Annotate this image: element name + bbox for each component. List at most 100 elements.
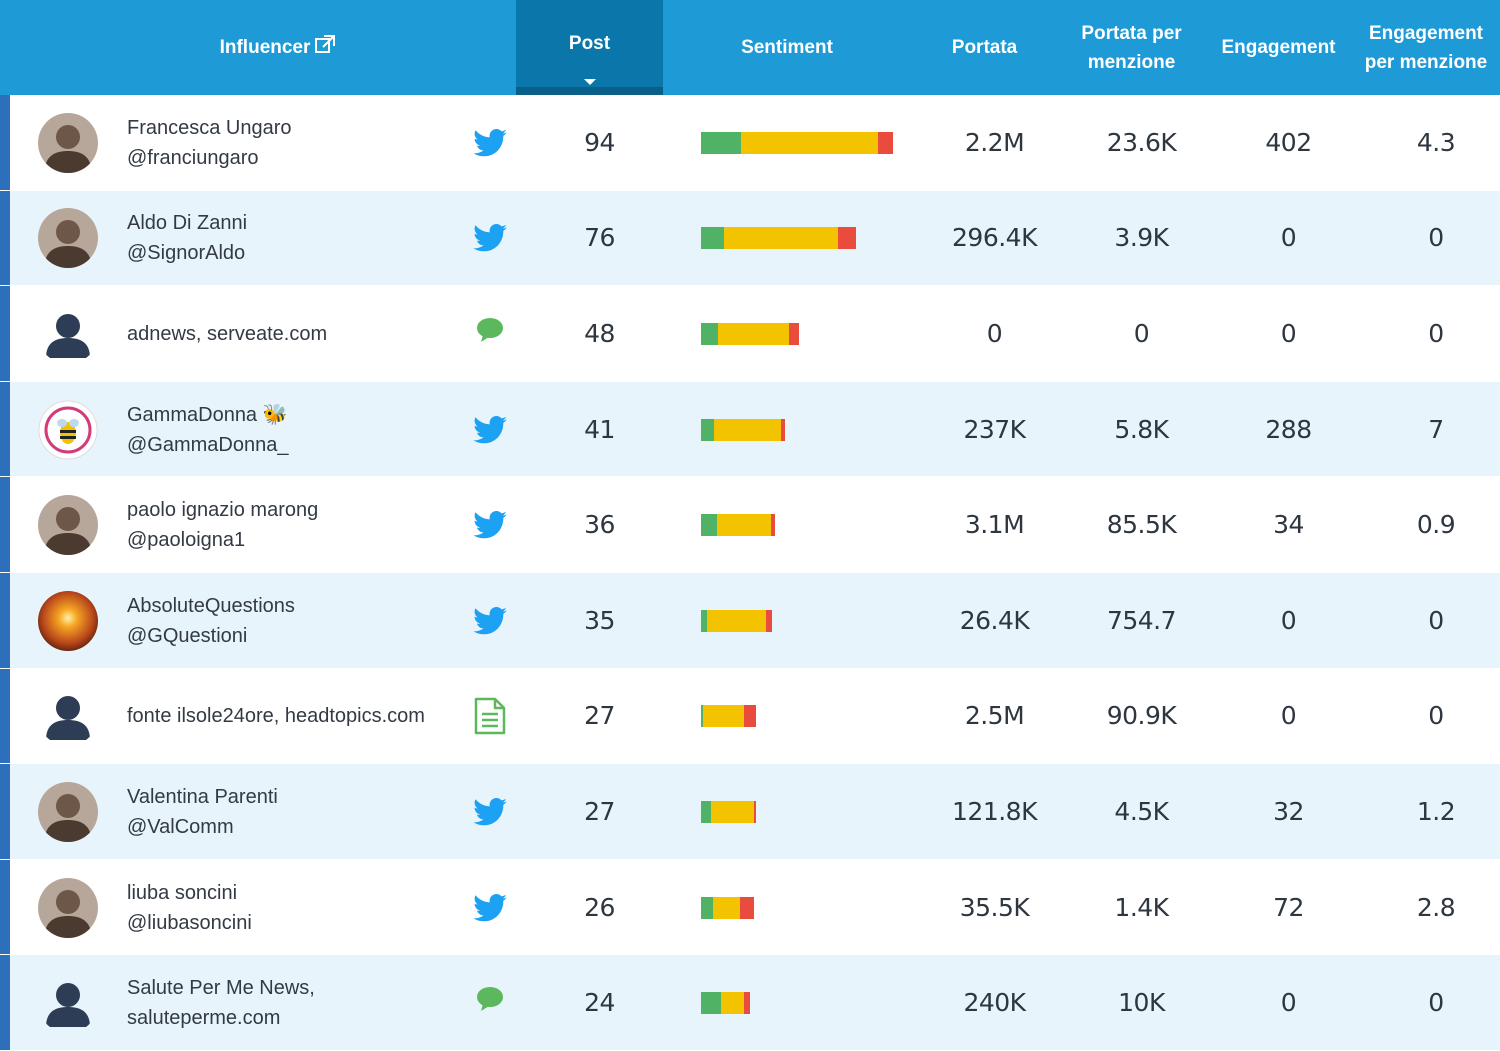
influencer-handle[interactable]: @liubasoncini xyxy=(127,908,252,938)
column-header-reach[interactable]: Portata xyxy=(911,0,1058,95)
influencer-name[interactable]: Valentina Parenti xyxy=(127,782,278,812)
influencer-name-block[interactable]: adnews, serveate.com xyxy=(127,319,327,349)
sentiment-positive-segment xyxy=(701,801,711,823)
influencer-name-block[interactable]: liuba soncini @liubasoncini xyxy=(127,878,252,938)
sentiment-positive-segment xyxy=(701,419,714,441)
table-header: Influencer Post Sentiment Portata Portat… xyxy=(0,0,1500,95)
column-header-engagement-per-mention[interactable]: Engagement per menzione xyxy=(1352,0,1500,95)
avatar[interactable] xyxy=(38,591,98,651)
table-row[interactable]: Aldo Di Zanni @SignorAldo 76 296.4K 3.9K 0 0 xyxy=(0,191,1500,286)
engagement-value: 34 xyxy=(1215,510,1362,539)
influencer-name[interactable]: AbsoluteQuestions xyxy=(127,591,295,621)
influencer-handle[interactable]: @GQuestioni xyxy=(127,621,295,651)
sentiment-negative-segment xyxy=(771,514,775,536)
column-header-influencer[interactable]: Influencer xyxy=(0,0,555,95)
influencer-handle[interactable]: @paoloigna1 xyxy=(127,525,318,555)
sentiment-negative-segment xyxy=(766,610,772,632)
sentiment-positive-segment xyxy=(701,132,741,154)
comment-icon xyxy=(476,317,504,348)
sentiment-bar[interactable] xyxy=(701,610,772,632)
avatar[interactable] xyxy=(38,495,98,555)
table-row[interactable]: Valentina Parenti @ValComm 27 121.8K 4.5K 32 1… xyxy=(0,764,1500,859)
engagement-per-mention-value: 0.9 xyxy=(1362,510,1500,539)
sentiment-neutral-segment xyxy=(721,992,744,1014)
influencer-handle[interactable]: @GammaDonna_ xyxy=(127,430,288,460)
avatar[interactable] xyxy=(38,878,98,938)
sentiment-bar[interactable] xyxy=(701,992,750,1014)
avatar[interactable] xyxy=(38,400,98,460)
engagement-per-mention-value: 0 xyxy=(1362,988,1500,1017)
post-count: 24 xyxy=(526,988,673,1017)
column-header-reach-per-mention[interactable]: Portata per menzione xyxy=(1058,0,1205,95)
column-header-sentiment[interactable]: Sentiment xyxy=(663,0,911,95)
avatar[interactable] xyxy=(38,782,98,842)
influencer-name[interactable]: paolo ignazio marong xyxy=(127,495,318,525)
column-header-engagement[interactable]: Engagement xyxy=(1205,0,1352,95)
sentiment-bar[interactable] xyxy=(701,419,785,441)
sentiment-negative-segment xyxy=(878,132,893,154)
influencer-handle[interactable]: saluteperme.com xyxy=(127,1003,315,1033)
influencer-name-block[interactable]: Aldo Di Zanni @SignorAldo xyxy=(127,208,247,268)
influencer-handle[interactable]: @franciungaro xyxy=(127,143,292,173)
influencer-name[interactable]: fonte ilsole24ore, headtopics.com xyxy=(127,701,425,731)
table-row[interactable]: liuba soncini @liubasoncini 26 35.5K 1.4K 72 2… xyxy=(0,860,1500,955)
sentiment-bar[interactable] xyxy=(701,705,756,727)
avatar[interactable] xyxy=(38,686,98,746)
influencer-name[interactable]: GammaDonna 🐝 xyxy=(127,400,288,430)
column-header-engagement-per-mention-label: Engagement per menzione xyxy=(1360,19,1492,77)
twitter-icon xyxy=(473,798,507,831)
sentiment-positive-segment xyxy=(701,897,713,919)
engagement-value: 402 xyxy=(1215,128,1362,157)
influencer-name-block[interactable]: Salute Per Me News, saluteperme.com xyxy=(127,973,315,1033)
table-row[interactable]: Salute Per Me News, saluteperme.com 24 240K… xyxy=(0,955,1500,1050)
sentiment-positive-segment xyxy=(701,992,721,1014)
influencer-handle[interactable]: @ValComm xyxy=(127,812,278,842)
influencer-name-block[interactable]: Valentina Parenti @ValComm xyxy=(127,782,278,842)
influencer-name-block[interactable]: GammaDonna 🐝 @GammaDonna_ xyxy=(127,400,288,460)
reach-value: 35.5K xyxy=(921,893,1068,922)
twitter-icon xyxy=(473,607,507,640)
sentiment-bar[interactable] xyxy=(701,514,775,536)
influencer-name-block[interactable]: paolo ignazio marong @paoloigna1 xyxy=(127,495,318,555)
sentiment-bar[interactable] xyxy=(701,897,754,919)
sentiment-positive-segment xyxy=(701,514,717,536)
twitter-icon xyxy=(473,511,507,544)
influencer-name-block[interactable]: Francesca Ungaro @franciungaro xyxy=(127,113,292,173)
influencer-name[interactable]: Francesca Ungaro xyxy=(127,113,292,143)
table-row[interactable]: fonte ilsole24ore, headtopics.com 27 2.5M 9… xyxy=(0,669,1500,764)
avatar[interactable] xyxy=(38,973,98,1033)
engagement-per-mention-value: 0 xyxy=(1362,223,1500,252)
sentiment-bar[interactable] xyxy=(701,227,856,249)
engagement-value: 0 xyxy=(1215,606,1362,635)
table-row[interactable]: paolo ignazio marong @paoloigna1 36 3.1M 85.… xyxy=(0,477,1500,572)
twitter-icon xyxy=(473,894,507,927)
external-link-icon[interactable] xyxy=(315,33,335,62)
sentiment-bar[interactable] xyxy=(701,323,799,345)
influencer-name-block[interactable]: fonte ilsole24ore, headtopics.com xyxy=(127,701,425,731)
influencer-name-block[interactable]: AbsoluteQuestions @GQuestioni xyxy=(127,591,295,651)
reach-value: 296.4K xyxy=(921,223,1068,252)
sentiment-negative-segment xyxy=(740,897,754,919)
influencer-name[interactable]: liuba soncini xyxy=(127,878,252,908)
influencer-name[interactable]: Aldo Di Zanni xyxy=(127,208,247,238)
influencer-handle[interactable]: @SignorAldo xyxy=(127,238,247,268)
engagement-per-mention-value: 0 xyxy=(1362,701,1500,730)
influencer-name[interactable]: Salute Per Me News, xyxy=(127,973,315,1003)
table-row[interactable]: Francesca Ungaro @franciungaro 94 2.2M 23.6K… xyxy=(0,95,1500,190)
avatar[interactable] xyxy=(38,208,98,268)
avatar[interactable] xyxy=(38,304,98,364)
engagement-per-mention-value: 1.2 xyxy=(1362,797,1500,826)
table-row[interactable]: adnews, serveate.com 48 0 0 0 0 xyxy=(0,286,1500,381)
sentiment-bar[interactable] xyxy=(701,801,756,823)
post-count: 76 xyxy=(526,223,673,252)
table-row[interactable]: GammaDonna 🐝 @GammaDonna_ 41 237K 5.8K 288 7 xyxy=(0,382,1500,477)
avatar[interactable] xyxy=(38,113,98,173)
sentiment-bar[interactable] xyxy=(701,132,893,154)
post-count: 48 xyxy=(526,319,673,348)
sentiment-neutral-segment xyxy=(711,801,753,823)
table-row[interactable]: AbsoluteQuestions @GQuestioni 35 26.4K 754.7… xyxy=(0,573,1500,668)
column-header-reach-label: Portata xyxy=(952,33,1017,62)
engagement-per-mention-value: 0 xyxy=(1362,319,1500,348)
influencer-name[interactable]: adnews, serveate.com xyxy=(127,319,327,349)
column-header-post[interactable]: Post xyxy=(516,0,663,95)
